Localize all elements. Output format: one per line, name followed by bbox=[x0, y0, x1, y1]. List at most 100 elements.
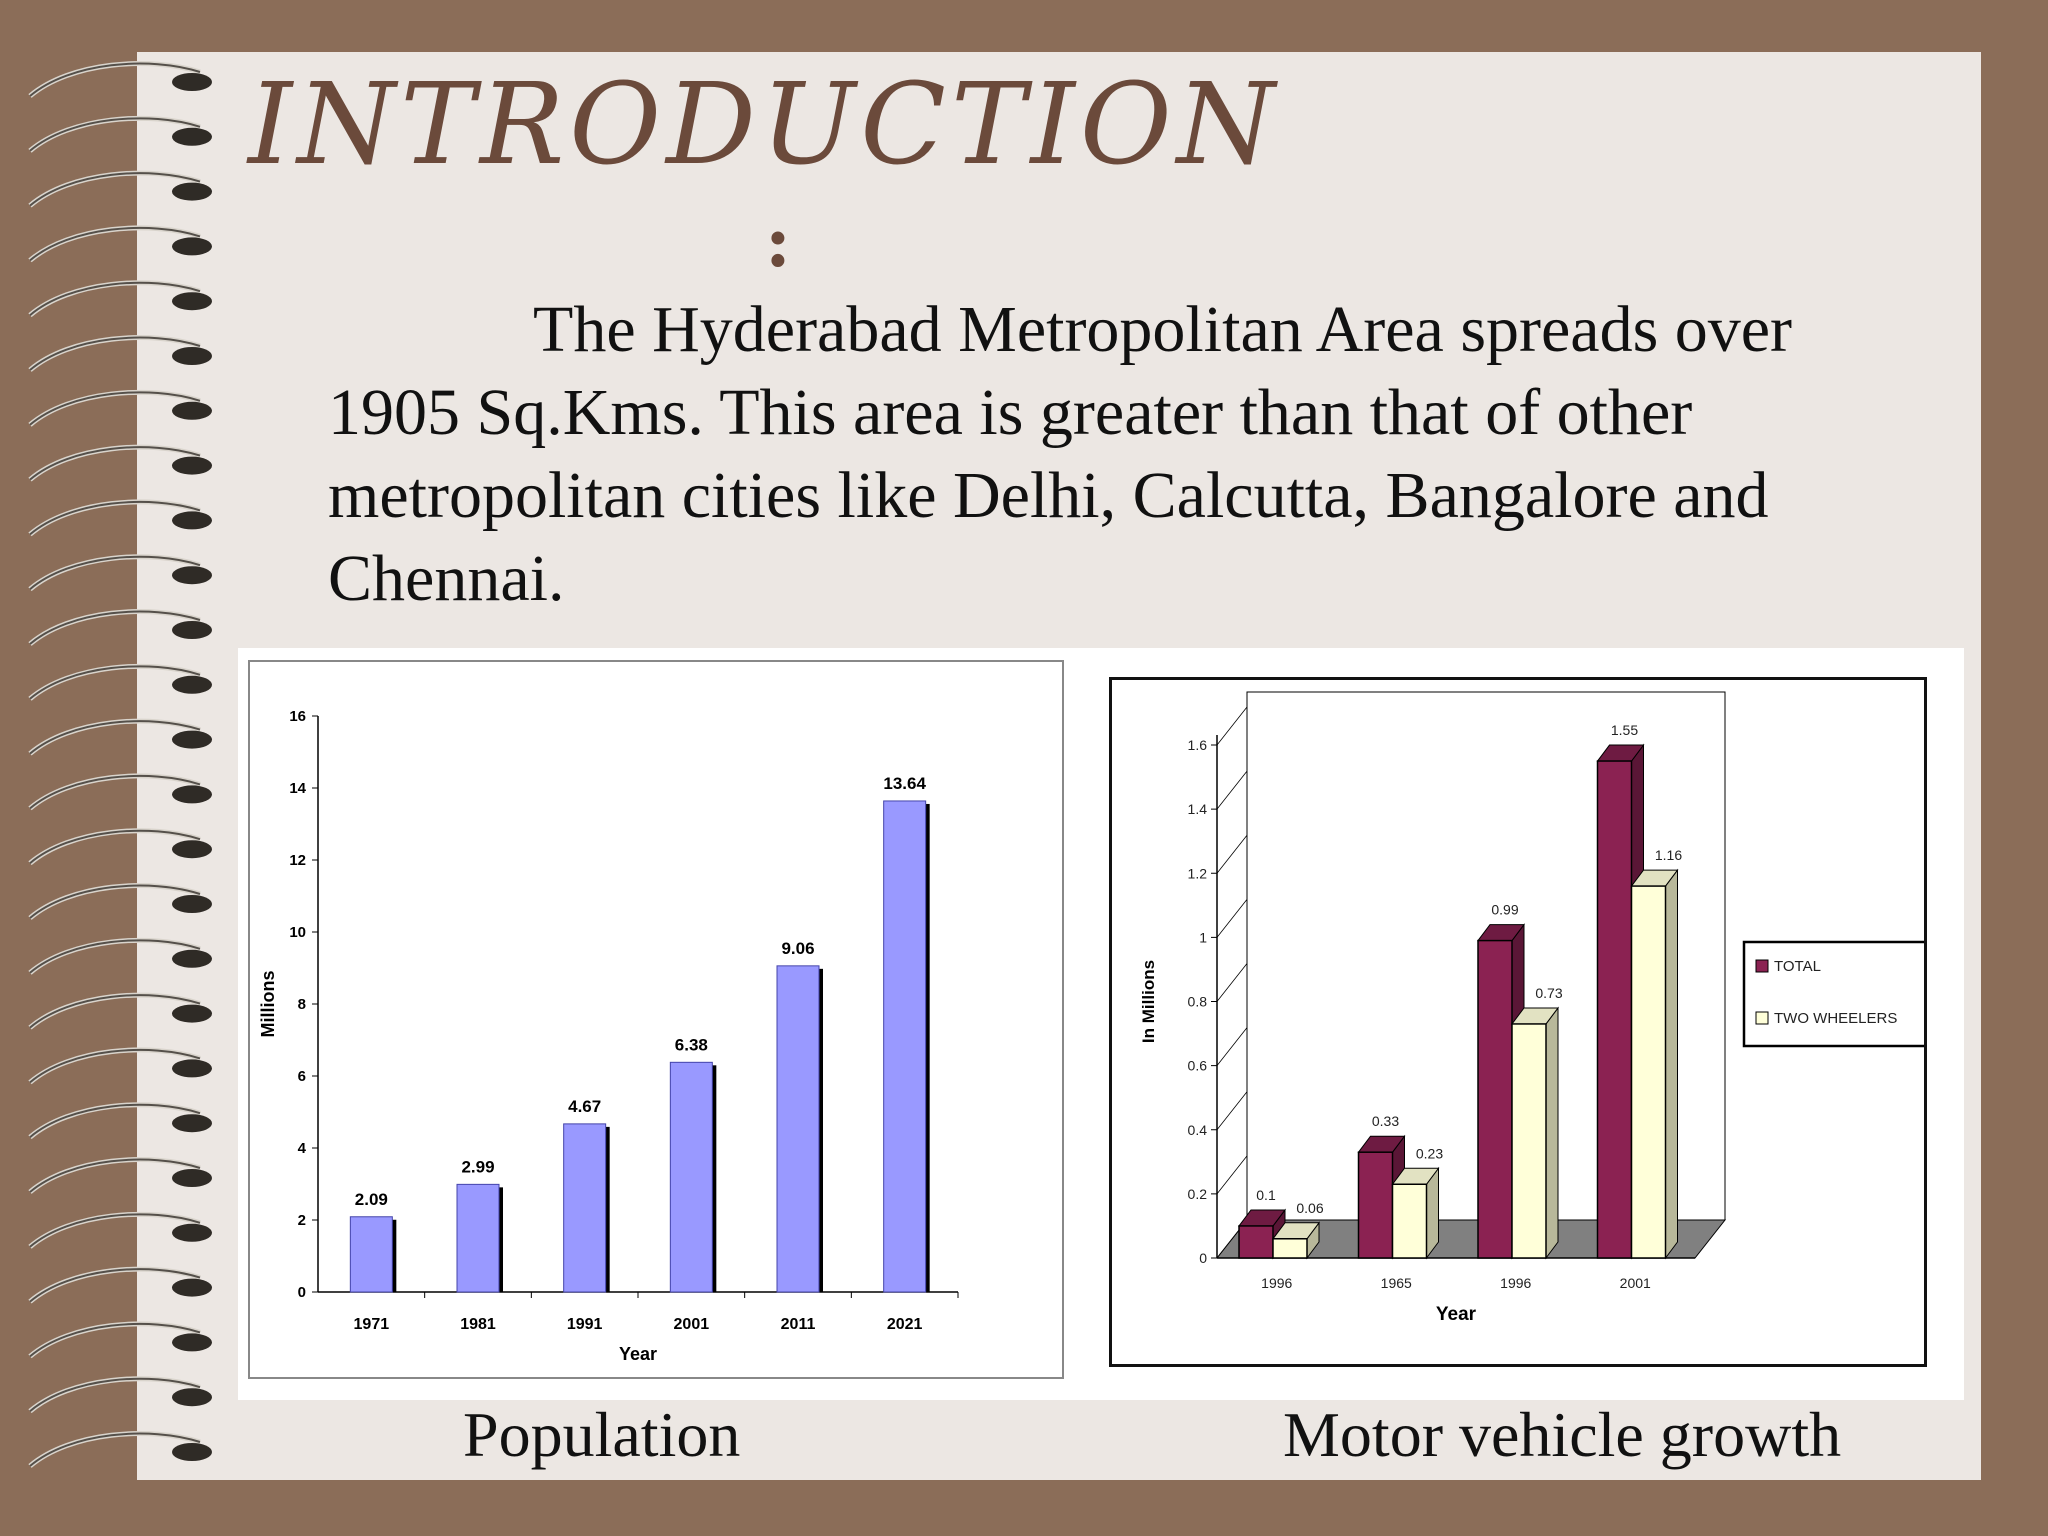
y-tick-label: 4 bbox=[298, 1140, 307, 1157]
x-tick-label: 2021 bbox=[887, 1316, 923, 1333]
spiral-ring-shadow bbox=[29, 720, 201, 755]
spiral-hole bbox=[172, 1169, 212, 1187]
y-tick-label: 14 bbox=[289, 780, 306, 797]
spiral-ring-shadow bbox=[29, 1432, 201, 1467]
spiral-hole bbox=[172, 840, 212, 859]
spiral-ring-shadow bbox=[29, 281, 201, 316]
two-wheelers-bar bbox=[1391, 1183, 1428, 1259]
y-tick-depth bbox=[1216, 899, 1248, 938]
spiral-ring-shadow bbox=[29, 1268, 201, 1303]
spiral-ring-shadow bbox=[29, 610, 201, 645]
x-tick-label: 1971 bbox=[354, 1316, 390, 1333]
y-tick-label: 0 bbox=[1199, 1250, 1207, 1266]
two-wheelers-bar bbox=[1272, 1238, 1308, 1259]
x-tick-label: 1991 bbox=[567, 1316, 603, 1333]
bar-value-label: 6.38 bbox=[675, 1035, 708, 1054]
spiral-hole bbox=[172, 949, 212, 968]
spiral-ring-shadow bbox=[29, 500, 201, 536]
y-tick-depth bbox=[1216, 963, 1248, 1002]
bar-side bbox=[1665, 868, 1678, 1260]
spiral-hole bbox=[172, 566, 212, 585]
figure-panel: 0 2 4 6 8 10 12 14 16 2.09 1971 2.99 1981 4.67 1991 6.3… bbox=[238, 648, 1964, 1400]
y-tick-depth bbox=[1216, 1091, 1248, 1130]
population-bar bbox=[563, 1123, 607, 1293]
spiral-hole bbox=[172, 1333, 212, 1352]
y-tick-label: 0.2 bbox=[1188, 1186, 1208, 1202]
y-tick-depth bbox=[1216, 1155, 1248, 1195]
spiral-hole bbox=[172, 127, 212, 146]
bar-side bbox=[1545, 1006, 1559, 1260]
vehicle-chart-frame: 0 0.2 0.4 0.6 0.8 1 1.2 1.4 1.6 0.1 0.06 1996 0.33 0.… bbox=[1109, 677, 1928, 1367]
population-bar bbox=[776, 965, 820, 1293]
spiral-binding bbox=[28, 61, 212, 1468]
legend-label: TOTAL bbox=[1774, 958, 1821, 975]
vehicle-growth-chart: 0 0.2 0.4 0.6 0.8 1 1.2 1.4 1.6 0.1 0.06 1996 0.33 0.… bbox=[1139, 691, 1928, 1325]
y-tick-depth bbox=[1216, 835, 1248, 874]
x-tick-label: 2011 bbox=[781, 1316, 816, 1333]
legend-label: TWO WHEELERS bbox=[1774, 1010, 1897, 1027]
legend-swatch bbox=[1755, 959, 1769, 973]
y-axis-title: In Millions bbox=[1139, 960, 1158, 1043]
spiral-hole bbox=[172, 182, 212, 201]
y-tick-label: 1.6 bbox=[1188, 737, 1208, 753]
y-tick-label: 0.6 bbox=[1188, 1058, 1208, 1074]
spiral-hole bbox=[172, 1114, 212, 1133]
x-tick-label: 1981 bbox=[460, 1316, 496, 1333]
y-tick-label: 16 bbox=[289, 708, 306, 725]
spiral-hole bbox=[172, 347, 212, 365]
total-bar bbox=[1238, 1225, 1274, 1259]
x-axis-title: Year bbox=[619, 1344, 657, 1364]
bar-value-label: 0.73 bbox=[1535, 985, 1562, 1001]
y-tick-label: 0 bbox=[298, 1284, 306, 1301]
vehicle-growth-caption: Motor vehicle growth bbox=[1283, 1399, 1842, 1470]
spiral-ring-shadow bbox=[29, 1048, 201, 1084]
population-bar bbox=[883, 800, 927, 1293]
spiral-hole bbox=[172, 1223, 212, 1242]
spiral-hole bbox=[172, 1004, 212, 1023]
y-tick-depth bbox=[1216, 1027, 1248, 1066]
spiral-ring-shadow bbox=[29, 1322, 201, 1358]
x-tick-label: 2001 bbox=[1620, 1275, 1651, 1291]
two-wheelers-bar bbox=[1630, 885, 1667, 1259]
spiral-ring-shadow bbox=[29, 1377, 201, 1412]
spiral-hole bbox=[172, 511, 212, 530]
bar-value-label: 2.99 bbox=[461, 1157, 494, 1176]
y-tick-label: 0.4 bbox=[1188, 1122, 1208, 1138]
spiral-ring-shadow bbox=[29, 884, 201, 919]
x-tick-label: 1965 bbox=[1381, 1275, 1412, 1291]
spiral-ring-shadow bbox=[29, 172, 201, 207]
population-caption: Population bbox=[463, 1399, 741, 1470]
y-tick-label: 0.8 bbox=[1188, 994, 1208, 1010]
spiral-hole bbox=[172, 456, 212, 475]
legend-box bbox=[1742, 940, 1928, 1048]
bar-value-label: 0.33 bbox=[1372, 1113, 1399, 1129]
total-bar bbox=[1477, 939, 1513, 1259]
spiral-hole bbox=[172, 621, 212, 639]
y-tick-label: 1.2 bbox=[1188, 865, 1208, 881]
spiral-hole bbox=[172, 1388, 212, 1407]
chart-back-wall bbox=[1246, 691, 1726, 1220]
spiral-hole bbox=[172, 1059, 212, 1078]
population-chart-frame: 0 2 4 6 8 10 12 14 16 2.09 1971 2.99 1981 4.67 1991 6.3… bbox=[248, 660, 1064, 1379]
x-tick-label: 1996 bbox=[1500, 1275, 1531, 1291]
x-tick-label: 1996 bbox=[1261, 1275, 1292, 1291]
spiral-hole bbox=[172, 730, 212, 749]
x-tick-label: 2001 bbox=[674, 1316, 710, 1333]
spiral-ring-shadow bbox=[29, 1213, 201, 1248]
y-tick-depth bbox=[1216, 706, 1248, 746]
y-tick-depth bbox=[1216, 770, 1248, 810]
spiral-ring-shadow bbox=[29, 1103, 201, 1138]
y-tick-label: 10 bbox=[289, 924, 306, 941]
spiral-hole bbox=[172, 895, 212, 913]
bar-value-label: 2.09 bbox=[355, 1190, 388, 1209]
spiral-ring-shadow bbox=[29, 1158, 201, 1193]
spiral-ring-shadow bbox=[29, 555, 201, 590]
bar-value-label: 0.23 bbox=[1416, 1145, 1443, 1161]
spiral-hole bbox=[172, 401, 212, 420]
spiral-hole bbox=[172, 1443, 212, 1461]
spiral-ring-shadow bbox=[29, 62, 201, 97]
y-tick-label: 6 bbox=[298, 1068, 306, 1085]
total-bar bbox=[1596, 760, 1633, 1259]
spiral-hole bbox=[172, 785, 212, 804]
legend-swatch bbox=[1755, 1011, 1769, 1025]
